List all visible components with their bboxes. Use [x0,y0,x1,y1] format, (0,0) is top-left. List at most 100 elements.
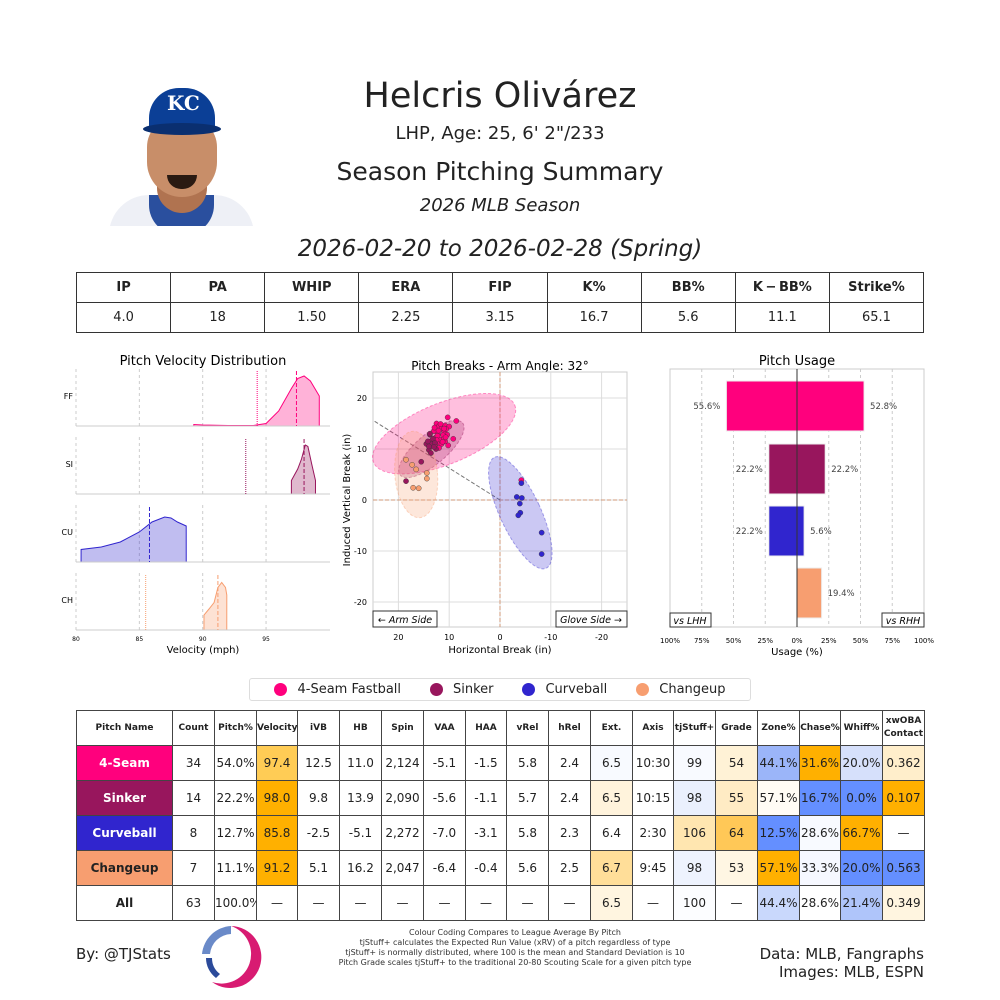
footnote: tjStuff+ calculates the Expected Run Val… [359,938,671,947]
y-axis-label: Induced Vertical Break (in) [342,434,353,567]
table-cell: — [465,885,507,921]
pitch-point-cu [538,551,545,557]
table-cell: -5.6 [423,780,466,816]
pitch-name-cell: All [76,885,173,921]
y-tick-label: -10 [354,547,367,556]
column-header: xwOBA Contact [882,710,925,746]
column-header: Pitch% [214,710,257,746]
pitch-point-ch [410,484,416,491]
player-name: Helcris Olivárez [363,76,637,116]
usage-bar-rhh-ff [796,380,865,432]
pitch-point-si [425,438,431,445]
table-cell: -2.5 [297,815,340,851]
column-header: hRel [548,710,591,746]
table-cell: 10:30 [632,745,674,781]
table-cell: 2.5 [548,850,591,886]
table-cell: 66.7% [840,815,883,851]
column-header: Chase% [799,710,841,746]
pitch-point-si [427,430,433,437]
stat-header: WHIP [264,272,360,303]
usage-label-rhh: 19.4% [828,589,855,599]
stat-value: 18 [170,302,266,333]
stat-value: 2.25 [358,302,454,333]
usage-label-rhh: 5.6% [810,527,832,537]
column-header: VAA [423,710,466,746]
pitch-point-cu [513,494,520,500]
pitch-point-ff [441,425,447,432]
date-range: 2026-02-20 to 2026-02-28 (Spring) [297,236,703,262]
x-tick-label: 0% [791,637,802,645]
column-header: Pitch Name [76,710,173,746]
table-cell: 28.6% [799,885,841,921]
table-cell: 97.4 [256,745,298,781]
table-cell: 57.1% [757,780,800,816]
lhh-box [669,612,712,628]
pitch-point-ff [435,427,442,434]
chart-title: Pitch Breaks - Arm Angle: 32° [411,359,589,373]
table-cell: 8 [172,815,215,851]
table-cell: 98 [673,780,716,816]
table-cell: 11.0 [339,745,382,781]
column-header: Whiff% [840,710,883,746]
pitch-name-cell: Curveball [76,815,173,851]
table-cell: -1.1 [465,780,507,816]
si-marker-icon [430,683,443,696]
pitch-name-cell: 4-Seam [76,745,173,781]
pitch-point-cu [538,529,545,536]
usage-bar-lhh-si [768,443,798,495]
column-header: Spin [381,710,424,746]
player-photo: KC [109,85,254,226]
pitch-point-cu [519,495,525,501]
table-cell: 2,272 [381,815,424,851]
x-axis-label: Velocity (mph) [167,645,240,656]
table-row: Changeup 7 11.1% 91.2 5.1 16.2 2,047 -6.4 -0.4 5.… [76,850,925,886]
stat-header: IP [75,272,172,303]
column-header: HB [339,710,382,746]
glove-side-label: Glove Side → [560,615,622,626]
row-label: SI [66,460,73,469]
glove-side-box [555,610,628,628]
table-cell: 44.4% [757,885,800,921]
table-cell: — [297,885,340,921]
usage-bar-rhh-si [796,443,826,495]
pitch-point-ff [445,442,451,449]
density-cu [80,516,187,563]
table-cell: 33.3% [799,850,841,886]
x-tick-label: 75% [884,637,900,645]
pitch-point-cu [515,512,522,519]
table-cell: 98 [673,850,716,886]
x-tick-label: 50% [853,637,869,645]
usage-label-rhh: 52.8% [870,402,897,412]
pitch-point-ff [444,414,451,421]
table-cell: 10:15 [632,780,674,816]
x-tick-label: 0 [497,633,502,642]
table-cell: 2.3 [548,815,591,851]
table-cell: — [506,885,549,921]
pitch-point-si [418,458,425,465]
table-cell: 12.7% [214,815,257,851]
table-cell: — [339,885,382,921]
table-row: 4-Seam 34 54.0% 97.4 12.5 11.0 2,124 -5.1 -1.5 5.… [76,745,925,781]
column-header: HAA [465,710,507,746]
table-cell: 44.1% [757,745,800,781]
arm-angle-line [372,419,501,501]
footnotes: Colour Coding Compares to League Average… [330,928,700,968]
table-row: All 63 100.0% — — — — — — — —6.5—100—44.4% 28.6% 21.… [76,885,925,921]
x-tick-label: 100% [914,637,934,645]
pitch-point-ch [409,462,415,468]
table-cell: 31.6% [799,745,841,781]
table-cell: — [548,885,591,921]
pitch-point-si [403,478,409,484]
column-header: Count [172,710,215,746]
pitch-point-si [428,450,434,456]
cap-logo: KC [167,91,200,115]
usage-label-lhh: 22.2% [736,527,763,537]
footnote: Colour Coding Compares to League Average… [409,928,621,937]
table-cell: 21.4% [840,885,883,921]
y-tick-label: 0 [362,496,367,505]
table-cell: 2:30 [632,815,674,851]
table-cell: 7 [172,850,215,886]
pitch-point-ch [424,470,430,476]
x-tick-label: 95 [262,636,270,643]
ff-marker-icon [274,683,288,696]
